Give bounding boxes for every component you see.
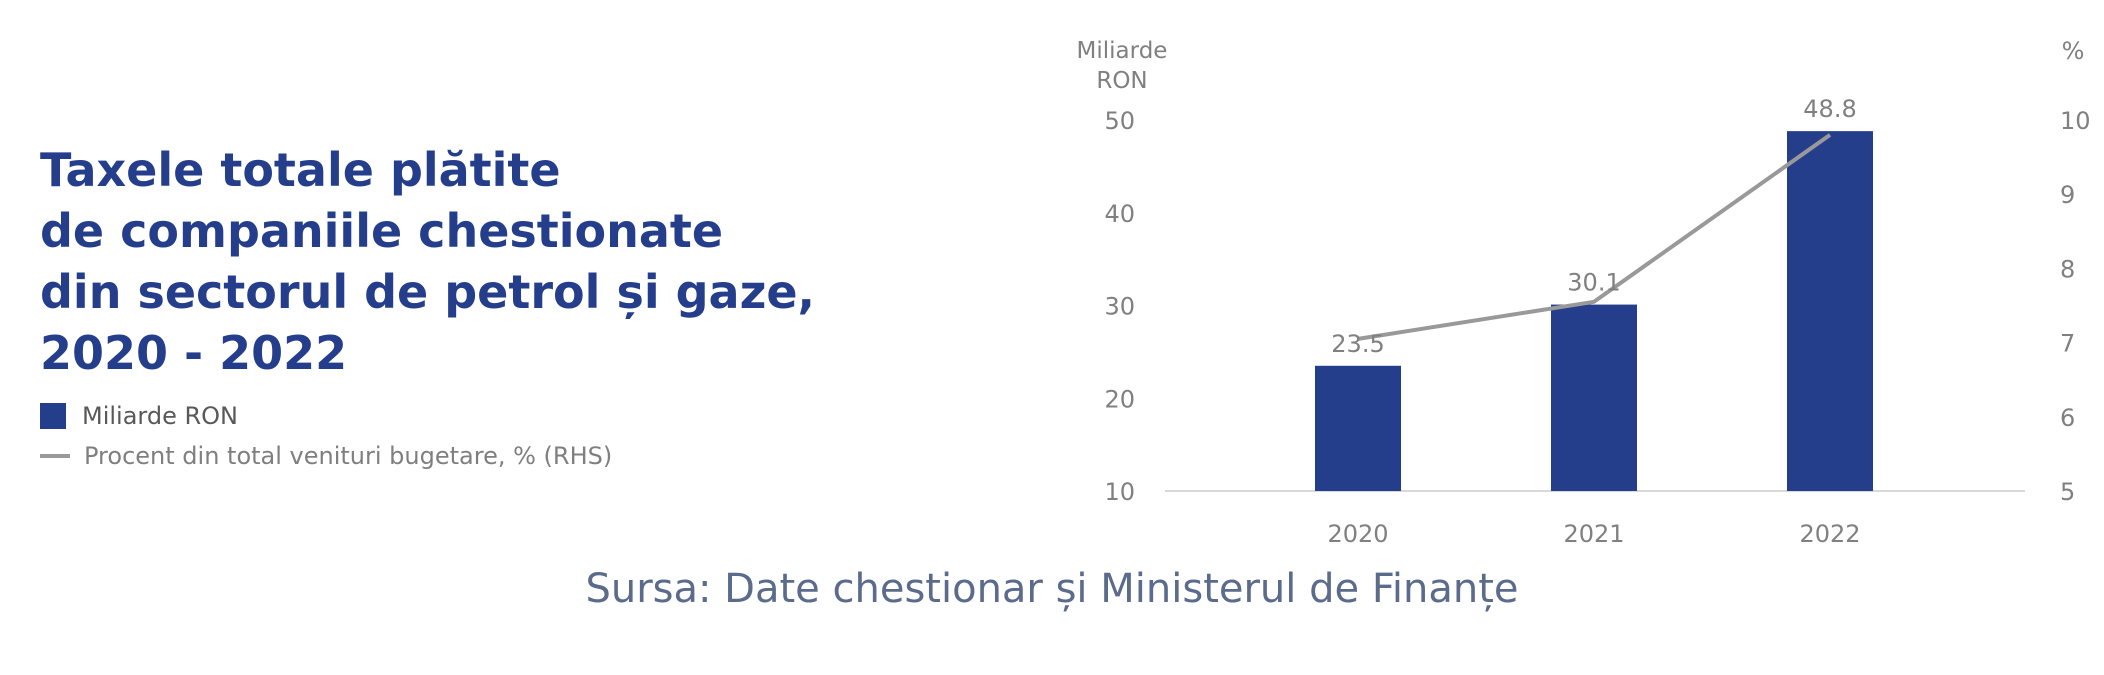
bar xyxy=(1787,131,1873,491)
bar-data-label: 23.5 xyxy=(1331,330,1384,358)
y-right-tick-label: 7 xyxy=(2060,330,2075,358)
legend-label-line: Procent din total venituri bugetare, % (… xyxy=(84,442,613,470)
x-tick-label: 2020 xyxy=(1327,520,1388,548)
bar xyxy=(1551,304,1637,491)
legend-label-bars: Miliarde RON xyxy=(82,402,239,430)
y-left-tick-label: 40 xyxy=(1104,200,1135,228)
x-tick-label: 2022 xyxy=(1799,520,1860,548)
bar-data-label: 48.8 xyxy=(1803,95,1856,123)
y-left-tick-label: 20 xyxy=(1104,385,1135,413)
title-line-1: Taxele totale plătite xyxy=(40,143,561,197)
legend-swatch-bar xyxy=(40,403,66,429)
legend-swatch-line xyxy=(40,454,70,458)
y-left-axis-label: Miliarde xyxy=(1077,38,1168,64)
y-right-tick-label: 5 xyxy=(2060,478,2075,506)
series-line-percent xyxy=(1357,133,1832,341)
legend: Miliarde RON Procent din total venituri … xyxy=(40,396,612,476)
x-tick-label: 2021 xyxy=(1563,520,1624,548)
y-right-tick-label: 9 xyxy=(2060,181,2075,209)
legend-item-line: Procent din total venituri bugetare, % (… xyxy=(40,436,612,476)
y-left-tick-label: 10 xyxy=(1104,478,1135,506)
legend-item-bars: Miliarde RON xyxy=(40,396,612,436)
y-left-tick-label: 50 xyxy=(1104,107,1135,135)
y-right-tick-label: 10 xyxy=(2060,107,2091,135)
y-right-tick-label: 8 xyxy=(2060,255,2075,283)
bar xyxy=(1315,365,1401,491)
title-line-4: 2020 - 2022 xyxy=(40,326,348,380)
y-left-axis-label: RON xyxy=(1096,68,1147,94)
source-note: Sursa: Date chestionar și Ministerul de … xyxy=(585,566,1519,612)
chart-plot: Miliarde RON 10 20 30 40 50% 5 6 7 8 9 10 2020 2021 202… xyxy=(1077,37,2091,548)
title-line-3: din sectorul de petrol și gaze, xyxy=(40,265,816,319)
bar-data-label: 30.1 xyxy=(1567,269,1620,297)
y-left-tick-label: 30 xyxy=(1104,293,1135,321)
title-line-2: de companiile chestionate xyxy=(40,204,724,258)
y-right-axis-label: % xyxy=(2062,37,2085,65)
y-right-tick-label: 6 xyxy=(2060,404,2075,432)
chart-title: Taxele totale plătite de companiile ches… xyxy=(40,140,860,384)
